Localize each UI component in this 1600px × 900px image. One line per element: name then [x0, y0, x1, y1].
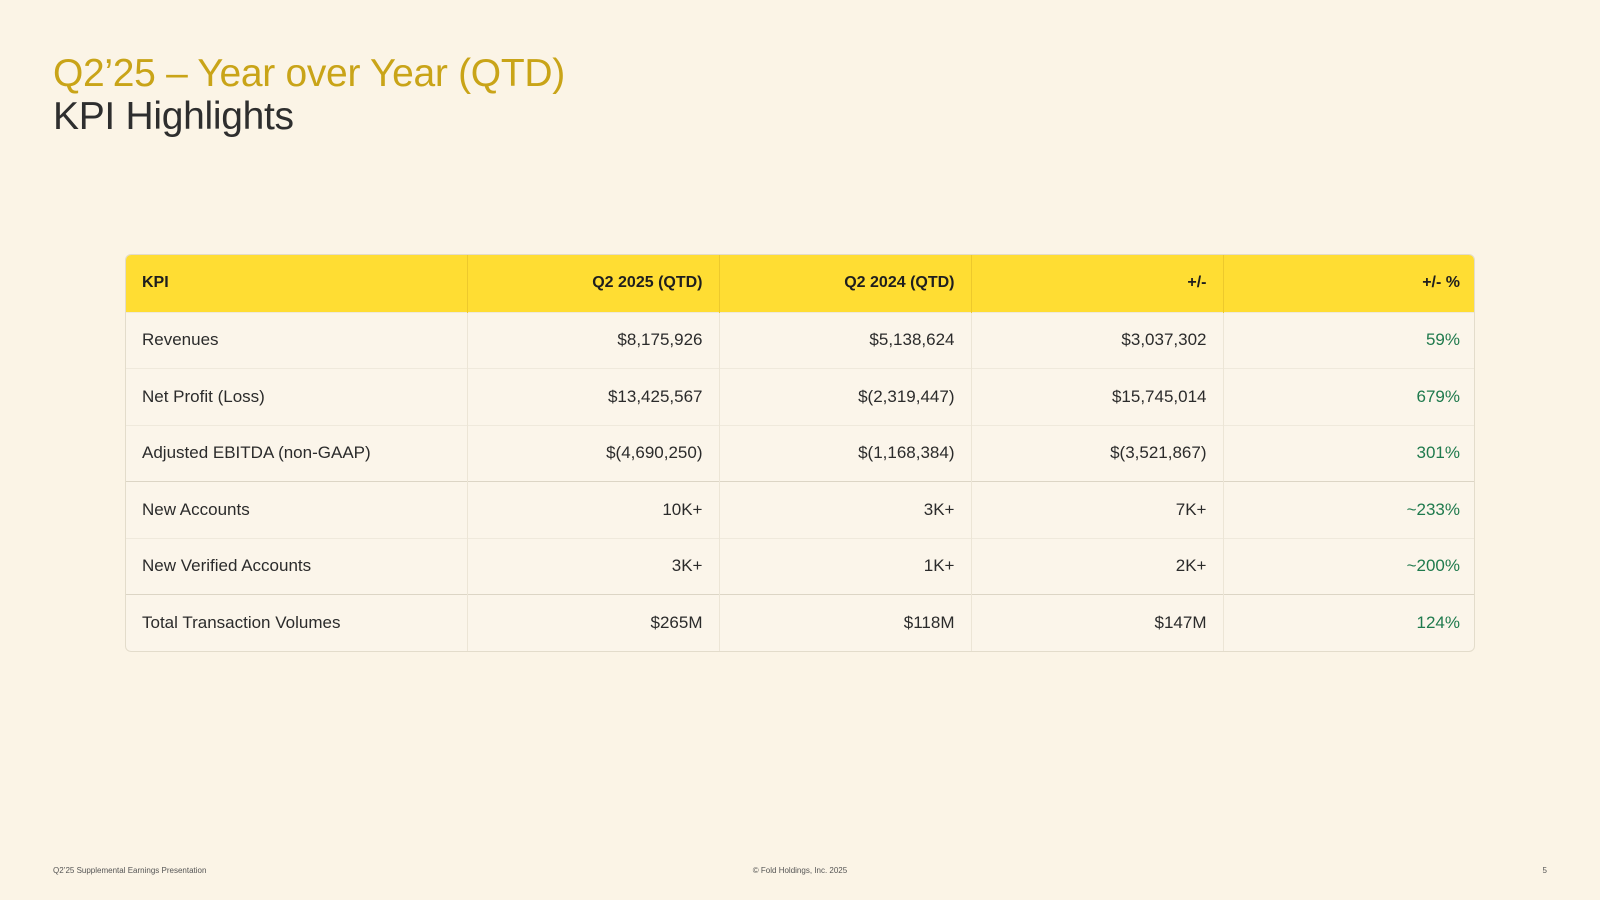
q2-2025-value: $13,425,567	[466, 368, 719, 425]
pct-value: ~233%	[1222, 481, 1474, 538]
header-pct: +/- %	[1222, 255, 1474, 312]
diff-value: 7K+	[970, 481, 1223, 538]
kpi-table: KPI Q2 2025 (QTD) Q2 2024 (QTD) +/- +/- …	[125, 254, 1475, 652]
footer-copyright: © Fold Holdings, Inc. 2025	[752, 866, 848, 875]
q2-2024-value: $(2,319,447)	[718, 368, 971, 425]
table-row: Net Profit (Loss) $13,425,567 $(2,319,44…	[126, 368, 1474, 425]
diff-value: $(3,521,867)	[970, 424, 1223, 482]
slide-subtitle: KPI Highlights	[53, 95, 294, 138]
footer-presentation-name: Q2’25 Supplemental Earnings Presentation	[53, 866, 207, 875]
q2-2025-value: 3K+	[466, 537, 719, 595]
header-q2-2025: Q2 2025 (QTD)	[466, 255, 719, 312]
q2-2025-value: $(4,690,250)	[466, 424, 719, 482]
table-row: New Accounts 10K+ 3K+ 7K+ ~233%	[126, 481, 1474, 538]
kpi-name: New Accounts	[126, 481, 467, 538]
slide-title: Q2’25 – Year over Year (QTD)	[53, 52, 565, 95]
q2-2024-value: $118M	[718, 594, 971, 651]
pct-value: 59%	[1222, 311, 1474, 369]
diff-value: $147M	[970, 594, 1223, 651]
footer-page-number: 5	[1542, 866, 1547, 875]
q2-2024-value: $(1,168,384)	[718, 424, 971, 482]
diff-value: $3,037,302	[970, 311, 1223, 369]
pct-value: 124%	[1222, 594, 1474, 651]
kpi-name: New Verified Accounts	[126, 537, 467, 595]
table-header-row: KPI Q2 2025 (QTD) Q2 2024 (QTD) +/- +/- …	[126, 255, 1474, 312]
q2-2024-value: 1K+	[718, 537, 971, 595]
q2-2024-value: $5,138,624	[718, 311, 971, 369]
title-block: Q2’25 – Year over Year (QTD) KPI Highlig…	[53, 52, 565, 138]
kpi-name: Revenues	[126, 311, 467, 369]
diff-value: $15,745,014	[970, 368, 1223, 425]
q2-2025-value: $265M	[466, 594, 719, 651]
table-row: New Verified Accounts 3K+ 1K+ 2K+ ~200%	[126, 537, 1474, 595]
pct-value: ~200%	[1222, 537, 1474, 595]
table-row: Adjusted EBITDA (non-GAAP) $(4,690,250) …	[126, 424, 1474, 482]
q2-2024-value: 3K+	[718, 481, 971, 538]
table-row: Total Transaction Volumes $265M $118M $1…	[126, 594, 1474, 651]
header-q2-2024: Q2 2024 (QTD)	[718, 255, 971, 312]
header-diff: +/-	[970, 255, 1223, 312]
table-row: Revenues $8,175,926 $5,138,624 $3,037,30…	[126, 311, 1474, 369]
header-kpi: KPI	[142, 274, 169, 292]
kpi-name: Total Transaction Volumes	[126, 594, 467, 651]
kpi-name: Net Profit (Loss)	[126, 368, 467, 425]
q2-2025-value: $8,175,926	[466, 311, 719, 369]
pct-value: 679%	[1222, 368, 1474, 425]
kpi-name: Adjusted EBITDA (non-GAAP)	[126, 424, 467, 482]
q2-2025-value: 10K+	[466, 481, 719, 538]
pct-value: 301%	[1222, 424, 1474, 482]
diff-value: 2K+	[970, 537, 1223, 595]
